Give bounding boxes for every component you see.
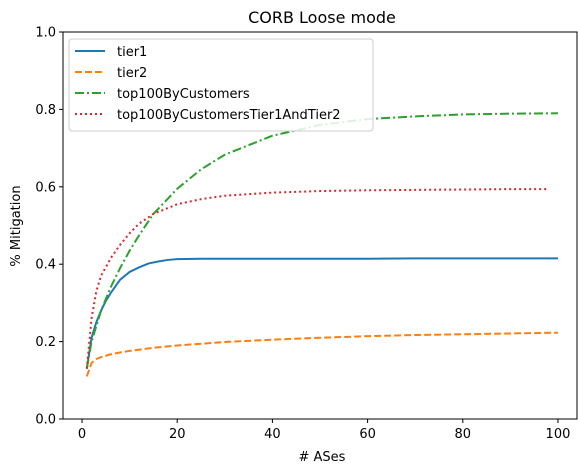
x-tick-label: 20	[169, 427, 186, 442]
legend-label-4: top100ByCustomersTier1AndTier2	[117, 108, 341, 123]
x-tick-label: 0	[78, 427, 86, 442]
y-tick-label: 1.0	[35, 26, 56, 41]
y-tick-label: 0.0	[35, 413, 56, 428]
x-tick-label: 80	[455, 427, 472, 442]
series-line-1	[85, 257, 558, 369]
x-axis-label: # ASes	[299, 450, 346, 465]
x-tick-label: 40	[264, 427, 281, 442]
y-tick-label: 0.8	[35, 103, 56, 118]
legend-box	[68, 38, 374, 132]
legend-label-1: tier1	[117, 45, 147, 60]
axes-layer: 0 20 40 60 80 100 0.0 0.2 0.4 0.6 0.8 1.0	[35, 26, 578, 442]
series-line-3	[85, 112, 558, 369]
y-axis-label: % Mitigation	[9, 185, 24, 266]
y-tick-label: 0.2	[35, 335, 56, 350]
legend-label-3: top100ByCustomers	[117, 87, 250, 102]
series-line-2	[85, 331, 558, 377]
axes-frame	[62, 31, 578, 420]
y-tick-label: 0.4	[35, 258, 56, 273]
x-tick-label: 60	[359, 427, 376, 442]
y-tick-label: 0.6	[35, 180, 56, 195]
legend: tier1 tier2 top100ByCustomers top100ByCusto…	[68, 38, 374, 132]
chart-title: CORB Loose mode	[248, 8, 396, 27]
series-line-4	[85, 188, 549, 369]
legend-label-2: tier2	[117, 66, 147, 81]
x-tick-label: 100	[546, 427, 571, 442]
series-layer	[85, 112, 558, 377]
